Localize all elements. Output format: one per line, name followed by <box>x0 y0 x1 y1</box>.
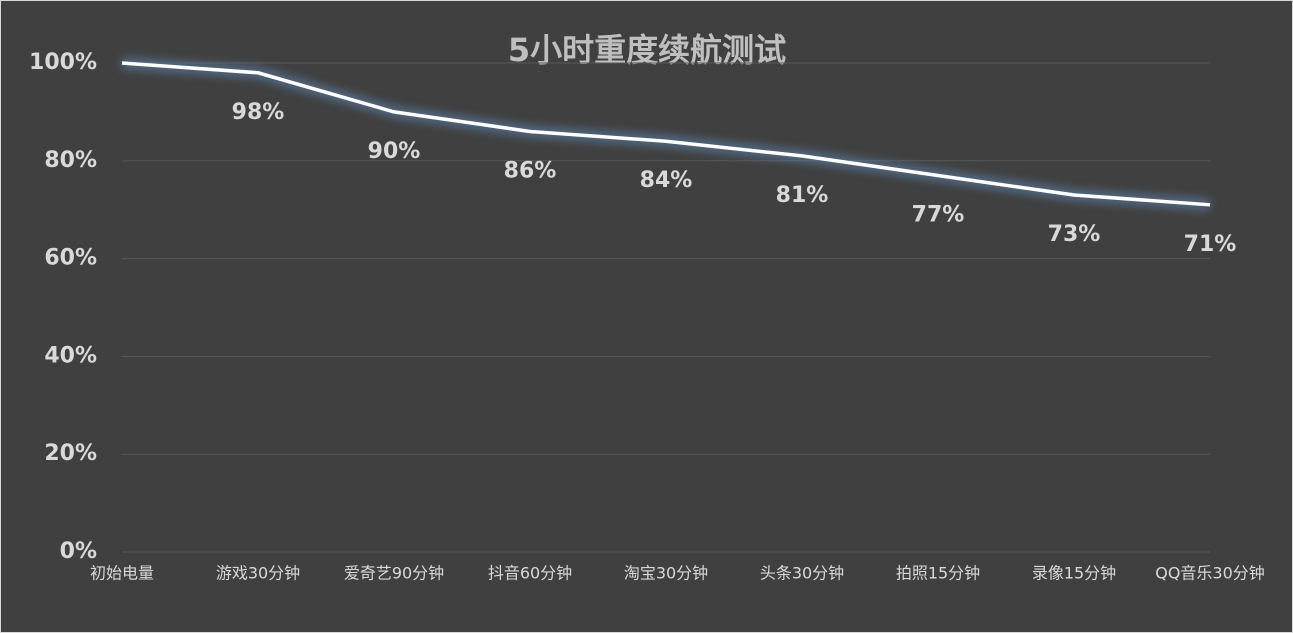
y-tick-label: 20% <box>44 441 97 466</box>
data-label: 71% <box>1184 232 1237 257</box>
y-tick-label: 60% <box>44 246 97 271</box>
y-tick-label: 40% <box>44 343 97 368</box>
y-tick-label: 80% <box>44 148 97 173</box>
x-tick-label: 拍照15分钟 <box>896 564 980 583</box>
x-tick-label: 录像15分钟 <box>1032 564 1116 583</box>
x-tick-label: 淘宝30分钟 <box>624 564 708 583</box>
data-label: 98% <box>232 100 285 125</box>
data-label: 77% <box>912 202 965 227</box>
data-label: 90% <box>368 139 421 164</box>
x-tick-label: 爱奇艺90分钟 <box>344 564 444 583</box>
data-label: 73% <box>1048 222 1101 247</box>
data-label: 84% <box>640 168 693 193</box>
x-tick-label: 头条30分钟 <box>760 564 844 583</box>
x-tick-label: 抖音60分钟 <box>488 564 572 583</box>
data-label: 81% <box>776 183 829 208</box>
data-label: 86% <box>504 158 557 183</box>
x-tick-label: QQ音乐30分钟 <box>1155 564 1265 583</box>
y-tick-label: 0% <box>60 539 97 564</box>
line <box>121 61 1211 207</box>
x-tick-label: 初始电量 <box>90 564 154 583</box>
y-tick-label: 100% <box>29 50 97 75</box>
x-tick-label: 游戏30分钟 <box>216 564 300 583</box>
